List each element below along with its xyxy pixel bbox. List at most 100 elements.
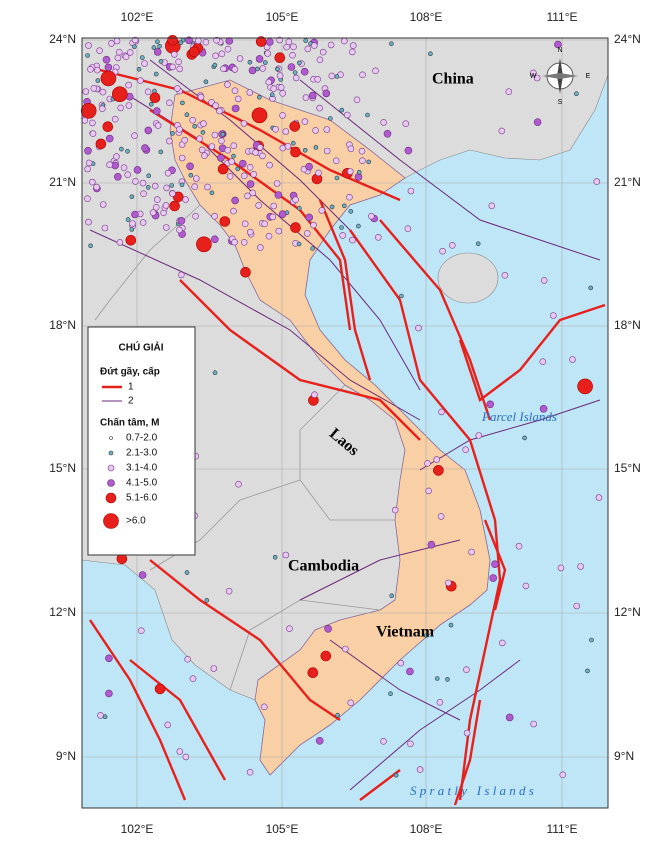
epicenter [585, 668, 590, 674]
lon-label: 105°E [266, 10, 299, 24]
epicenter [463, 729, 471, 737]
epicenter [210, 665, 218, 672]
epicenter [310, 42, 318, 49]
epicenter [305, 213, 314, 222]
epicenter [292, 196, 299, 203]
epicenter [264, 50, 272, 57]
epicenter [359, 71, 366, 79]
epicenter [463, 666, 470, 674]
epicenter [117, 104, 124, 112]
epicenter [248, 66, 257, 75]
epicenter [89, 178, 96, 186]
epicenter [144, 88, 152, 96]
epicenter [193, 175, 200, 182]
epicenter [359, 157, 366, 164]
epicenter [540, 277, 548, 284]
epicenter [114, 173, 122, 181]
epicenter [144, 126, 153, 135]
epicenter [427, 540, 436, 549]
epicenter [486, 400, 495, 409]
epicenter [84, 147, 92, 155]
epicenter [424, 633, 429, 638]
epicenter [125, 149, 130, 154]
epicenter [178, 271, 185, 279]
epicenter [129, 194, 135, 200]
epicenter [539, 358, 547, 366]
epicenter [290, 146, 301, 158]
epicenter [286, 625, 293, 633]
epicenter [305, 162, 313, 171]
epicenter [475, 241, 481, 247]
epicenter [297, 60, 302, 66]
epicenter [230, 142, 238, 149]
epicenter [402, 120, 410, 127]
epicenter [296, 241, 302, 247]
epicenter [304, 45, 312, 53]
lat-label: 12°N [49, 605, 76, 619]
epicenter [346, 193, 353, 201]
epicenter [334, 74, 340, 79]
epicenter [182, 753, 190, 761]
epicenter [246, 164, 254, 171]
lon-label: 102°E [121, 10, 154, 24]
epicenter [191, 183, 198, 190]
legend-item: 0.7-2.0 [126, 433, 158, 444]
legend-symbol [109, 436, 113, 440]
epicenter [236, 55, 244, 62]
epicenter [132, 44, 137, 50]
epicenter [505, 88, 513, 95]
epicenter [208, 143, 216, 150]
legend-symbol [103, 513, 119, 529]
epicenter [314, 76, 322, 83]
epicenters [80, 34, 603, 779]
epicenter [383, 130, 392, 138]
epicenter [262, 60, 268, 65]
epicenter [136, 66, 142, 72]
epicenter [522, 582, 530, 590]
epicenter [250, 171, 257, 178]
epicenter [549, 312, 557, 319]
legend-item: 4.1-5.0 [126, 478, 158, 489]
vietnam [169, 79, 491, 776]
epicenter [217, 154, 225, 162]
epicenter [102, 55, 111, 64]
epicenter [226, 173, 234, 180]
lat-label: 21°N [614, 175, 641, 189]
epicenter [327, 116, 333, 121]
place-label: Vietnam [376, 624, 435, 641]
epicenter [197, 93, 205, 101]
epicenter [272, 554, 278, 560]
epicenter [265, 78, 273, 86]
epicenter [346, 168, 354, 175]
epicenter [192, 124, 197, 129]
epicenter [203, 79, 209, 85]
epicenter [85, 42, 92, 49]
epicenter [152, 204, 160, 211]
epicenter [200, 130, 206, 135]
epicenter [185, 36, 193, 45]
epicenter [436, 698, 444, 706]
epicenter [164, 721, 171, 729]
legend-item: 3.1-4.0 [126, 463, 158, 474]
epicenter [235, 480, 242, 488]
epicenter [574, 91, 579, 96]
epicenter [588, 285, 594, 291]
epicenter [530, 720, 538, 728]
epicenter [315, 736, 324, 745]
epicenter [278, 210, 287, 218]
compass-label: W [530, 73, 537, 80]
epicenter [169, 63, 176, 71]
epicenter [569, 356, 576, 363]
lon-label: 105°E [266, 822, 299, 836]
epicenter [324, 624, 332, 633]
legend-heading: Đứt gãy, cấp [100, 366, 160, 378]
epicenter [196, 236, 212, 253]
epicenter [388, 691, 393, 697]
epicenter [259, 152, 266, 160]
epicenter [231, 153, 236, 159]
epicenter [310, 246, 315, 251]
legend-symbol [105, 492, 117, 504]
epicenter [577, 563, 584, 570]
epicenter [209, 190, 215, 196]
epicenter [380, 737, 387, 745]
